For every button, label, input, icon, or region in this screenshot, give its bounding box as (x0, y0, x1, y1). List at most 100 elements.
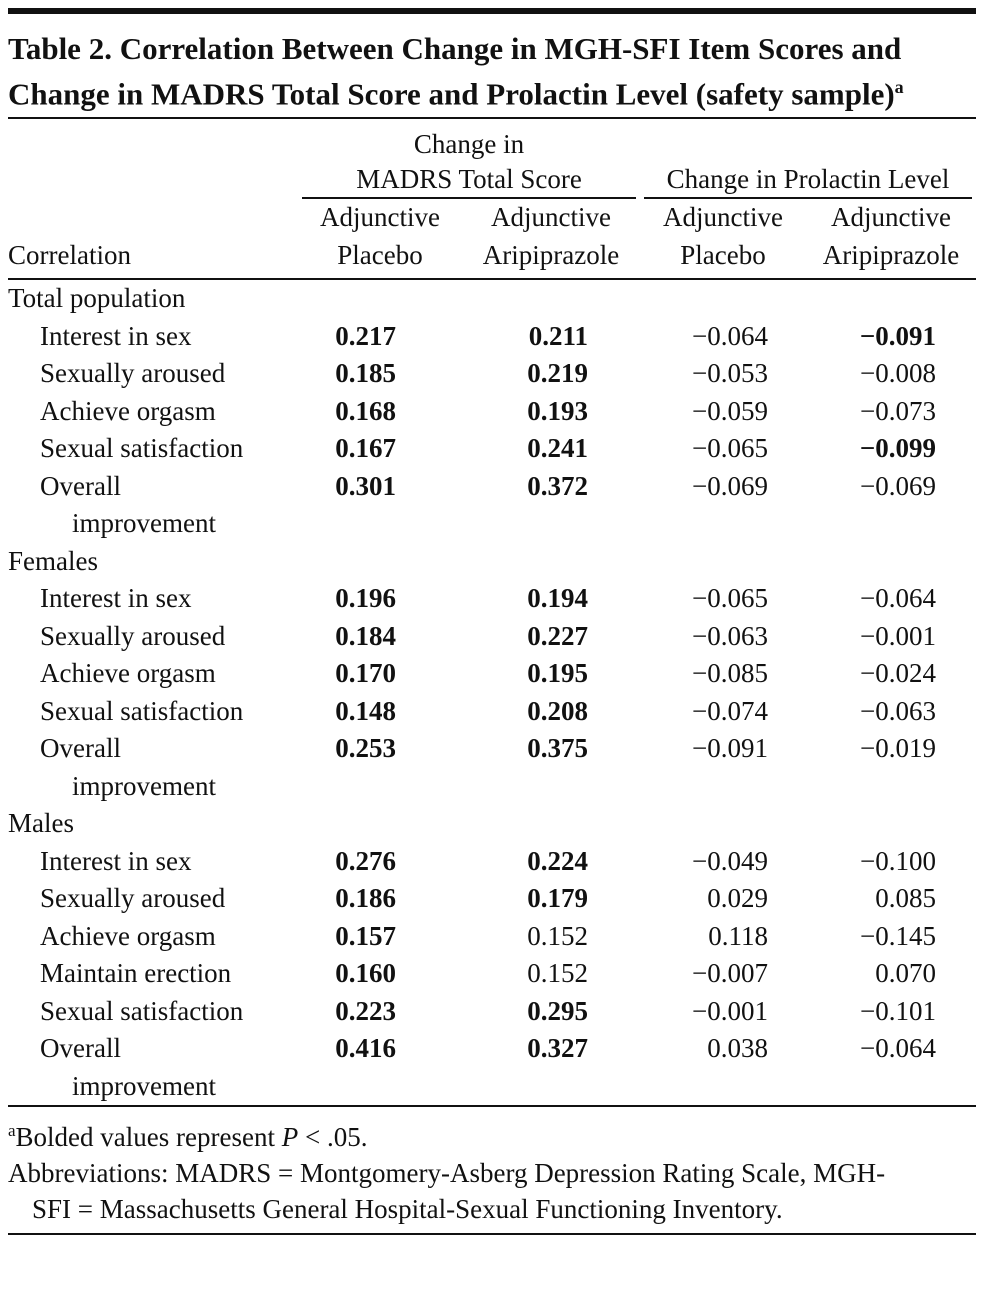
data-row: Maintain erection 0.160 0.152 −0.007 0.070 (8, 955, 976, 993)
value-cell: −0.091 (859, 320, 937, 351)
value-cell: 0.241 (527, 433, 588, 464)
header-row: Change in MADRS Total Score Change in Pro… (8, 118, 976, 200)
value-cell: 0.148 (335, 695, 396, 726)
value-cell: 0.301 (335, 470, 396, 501)
footnote: aBolded values represent P < .05. (8, 1113, 976, 1155)
value-cell: 0.160 (335, 958, 396, 989)
value-cell: −0.008 (860, 358, 937, 389)
group-header: Change in Prolactin Level (640, 118, 976, 200)
value-cell: −0.001 (860, 620, 937, 651)
value-cell: 0.193 (527, 395, 588, 426)
group-header: Change in MADRS Total Score (298, 118, 640, 200)
row-label: Achieve orgasm (40, 395, 216, 426)
section-label: Total population (8, 283, 186, 314)
data-row: Sexually aroused 0.184 0.227 −0.063 −0.001 (8, 618, 976, 656)
value-cell: −0.085 (692, 658, 768, 689)
footnote-text: Bolded values represent (15, 1122, 282, 1153)
data-row: Sexual satisfaction 0.148 0.208 −0.074 −0.06… (8, 693, 976, 731)
value-cell: −0.069 (692, 470, 768, 501)
data-row: Sexual satisfaction 0.223 0.295 −0.001 −0.10… (8, 993, 976, 1031)
value-cell: 0.223 (335, 995, 396, 1026)
footnote-symbol: P (281, 1122, 299, 1153)
footnote: Abbreviations: MADRS = Montgomery-Asberg… (8, 1158, 886, 1225)
value-cell: −0.019 (860, 733, 937, 764)
value-cell: 0.416 (335, 1033, 396, 1064)
value-cell: −0.069 (860, 470, 937, 501)
value-cell: 0.208 (527, 695, 588, 726)
value-cell: 0.295 (527, 995, 588, 1026)
footnotes: aBolded values represent P < .05. Abbrev… (8, 1107, 976, 1227)
value-cell: −0.145 (860, 920, 937, 951)
header-row: Correlation Adjunctive Placebo Adjunctive … (8, 199, 977, 281)
value-cell: −0.024 (860, 658, 937, 689)
value-cell: −0.099 (859, 433, 937, 464)
data-row: Achieve orgasm 0.157 0.152 0.118 −0.145 (8, 918, 976, 956)
value-cell: 0.194 (527, 583, 588, 614)
value-cell: 0.152 (527, 958, 588, 989)
value-cell: 0.157 (335, 920, 396, 951)
value-cell: 0.196 (335, 583, 396, 614)
value-cell: 0.168 (335, 395, 396, 426)
row-label: Sexually aroused (40, 620, 226, 651)
value-cell: 0.184 (335, 620, 396, 651)
document: Table 2. Correlation Between Change in M… (0, 8, 984, 1236)
table-body: Total population Interest in sex 0.217 0.21… (8, 279, 976, 1106)
row-label: Sexually aroused (40, 358, 226, 389)
value-cell: 0.170 (335, 658, 396, 689)
value-cell: −0.064 (860, 1033, 937, 1064)
value-cell: −0.073 (860, 395, 937, 426)
column-header: Adjunctive Aripiprazole (462, 199, 640, 281)
section-label: Females (8, 545, 98, 576)
value-cell: −0.101 (860, 995, 937, 1026)
group-label: Change in MADRS Total Score (302, 127, 636, 200)
title-text: Table 2. Correlation Between Change in M… (8, 31, 902, 112)
row-label: Achieve orgasm (40, 920, 216, 951)
value-cell: −0.074 (692, 695, 768, 726)
page: Table 2. Correlation Between Change in M… (0, 8, 984, 1314)
value-cell: −0.063 (692, 620, 768, 651)
value-cell: −0.001 (692, 995, 768, 1026)
section-label: Males (8, 808, 74, 839)
rule (8, 8, 976, 14)
value-cell: 0.211 (528, 320, 588, 351)
data-row: Achieve orgasm 0.168 0.193 −0.059 −0.073 (8, 393, 976, 431)
table-title: Table 2. Correlation Between Change in M… (8, 30, 976, 113)
column-header: Adjunctive Placebo (298, 199, 462, 281)
table-head: Change in MADRS Total Score Change in Pro… (8, 118, 977, 281)
value-cell: 0.029 (707, 883, 768, 914)
column-header: Adjunctive Placebo (640, 199, 806, 281)
value-cell: 0.085 (875, 883, 937, 914)
row-label: Interest in sex (40, 583, 192, 614)
value-cell: −0.065 (692, 433, 768, 464)
value-cell: −0.064 (860, 583, 937, 614)
value-cell: 0.253 (335, 733, 396, 764)
value-cell: 0.185 (335, 358, 396, 389)
value-cell: −0.064 (692, 320, 768, 351)
section-row: Males (8, 805, 976, 843)
data-row: Overall improvement 0.253 0.375 −0.091 −0.01… (8, 730, 976, 805)
value-cell: 0.375 (527, 733, 588, 764)
row-label: Sexual satisfaction (40, 433, 244, 464)
value-cell: −0.063 (860, 695, 937, 726)
header-cell (8, 118, 298, 199)
title-note: a (894, 77, 904, 97)
row-label: Overall improvement (40, 733, 216, 801)
value-cell: 0.276 (335, 845, 396, 876)
value-cell: 0.186 (335, 883, 396, 914)
value-cell: 0.227 (527, 620, 588, 651)
value-cell: 0.038 (707, 1033, 768, 1064)
row-label: Achieve orgasm (40, 658, 216, 689)
footnote-marker: a (8, 1121, 16, 1141)
section-row: Total population (8, 279, 976, 318)
data-row: Overall improvement 0.416 0.327 0.038 −0.064 (8, 1030, 976, 1106)
data-row: Overall improvement 0.301 0.372 −0.069 −0.06… (8, 468, 976, 543)
row-label: Sexual satisfaction (40, 695, 244, 726)
value-cell: −0.059 (692, 395, 768, 426)
row-label: Interest in sex (40, 320, 192, 351)
section-row: Females (8, 543, 976, 581)
data-row: Interest in sex 0.196 0.194 −0.065 −0.064 (8, 580, 976, 618)
rule (8, 1233, 976, 1236)
value-cell: −0.091 (692, 733, 768, 764)
value-cell: 0.219 (527, 358, 588, 389)
value-cell: 0.179 (527, 883, 588, 914)
